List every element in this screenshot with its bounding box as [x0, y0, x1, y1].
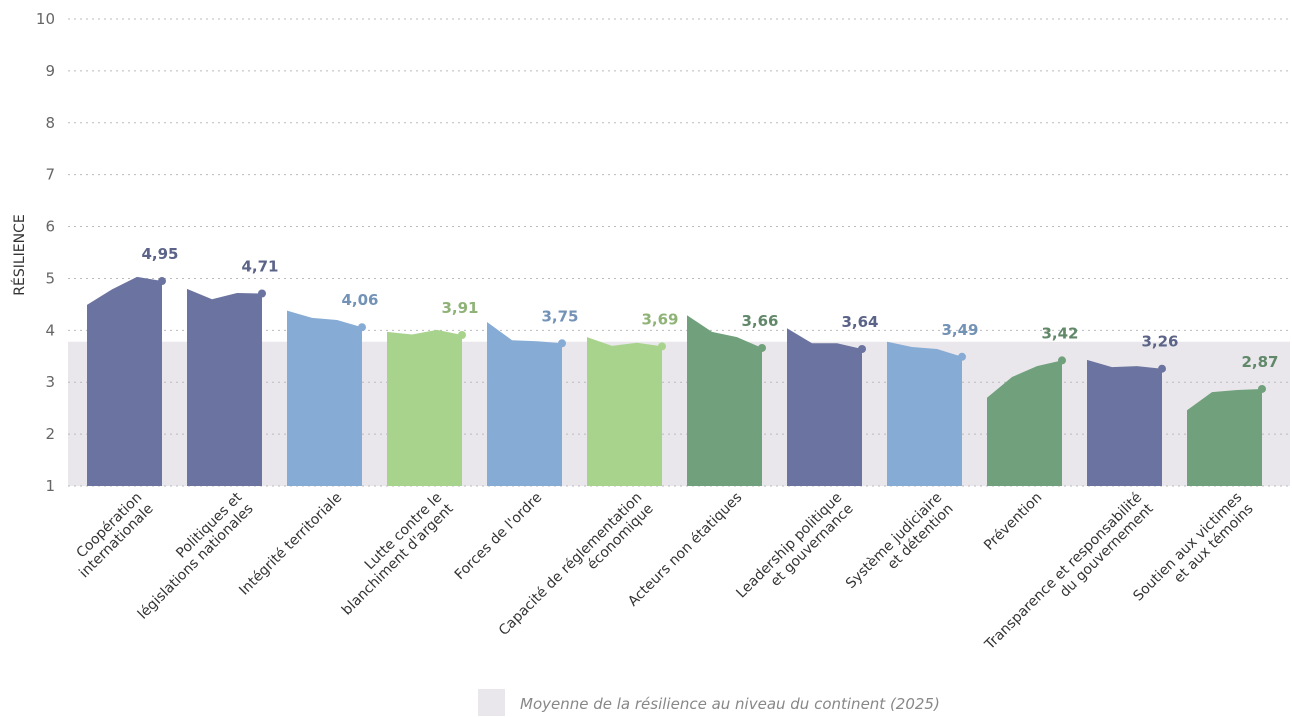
- area: [287, 310, 362, 486]
- end-dot: [1258, 384, 1266, 393]
- y-tick-label: 2: [45, 425, 55, 443]
- end-dot: [758, 343, 766, 352]
- area: [1087, 359, 1162, 486]
- area: [787, 328, 862, 486]
- x-tick-label-line: Intégrité territoriale: [236, 490, 345, 599]
- x-tick-label: Système judiciaireet détention: [843, 490, 957, 604]
- value-label: 3,64: [841, 313, 878, 331]
- x-tick-label-line: Forces de l'ordre: [452, 490, 546, 584]
- end-dot: [158, 277, 166, 286]
- area: [687, 315, 762, 486]
- value-label: 4,06: [341, 291, 378, 309]
- y-tick-label: 4: [45, 321, 55, 339]
- y-tick-label: 10: [36, 10, 55, 28]
- value-label: 3,69: [641, 310, 678, 328]
- average-band: [68, 341, 1290, 486]
- end-dot: [1058, 356, 1066, 365]
- x-tick-label: Intégrité territoriale: [236, 490, 345, 599]
- area: [587, 337, 662, 486]
- area: [487, 322, 562, 486]
- area: [387, 329, 462, 486]
- area: [187, 288, 262, 486]
- end-dot: [258, 289, 266, 298]
- value-label: 3,91: [441, 299, 478, 317]
- x-tick-label: Leadership politiqueet gouvernance: [733, 490, 856, 613]
- x-tick-label-line: Transparence et responsabilité: [981, 490, 1145, 654]
- value-label: 4,71: [241, 257, 278, 275]
- y-axis-label: RÉSILIENCE: [11, 214, 28, 295]
- x-tick-label-line: législations nationales: [135, 501, 257, 623]
- area: [987, 360, 1062, 486]
- legend-swatch: [478, 689, 505, 716]
- x-tick-label: Forces de l'ordre: [452, 490, 546, 584]
- end-dot: [858, 345, 866, 354]
- y-tick-label: 8: [45, 114, 55, 132]
- y-tick-label: 9: [45, 62, 55, 80]
- value-label: 3,26: [1141, 333, 1178, 351]
- x-tick-label-line: blanchiment d'argent: [339, 500, 457, 618]
- area: [1187, 388, 1262, 486]
- end-dot: [358, 323, 366, 332]
- x-tick-label: Coopérationinternationale: [65, 490, 157, 582]
- y-tick-label: 7: [45, 166, 55, 184]
- value-label: 4,95: [141, 245, 178, 263]
- end-dot: [558, 339, 566, 348]
- area: [87, 276, 162, 486]
- value-label: 2,87: [1241, 353, 1278, 371]
- x-tick-label: Lutte contre leblanchiment d'argent: [328, 489, 457, 618]
- end-dot: [458, 331, 466, 340]
- end-dot: [1158, 364, 1166, 373]
- x-tick-label: Prévention: [981, 490, 1045, 554]
- x-tick-label-line: Prévention: [981, 490, 1045, 554]
- y-tick-label: 1: [45, 477, 55, 495]
- y-tick-label: 3: [45, 373, 55, 391]
- x-tick-label-line: Leadership politique: [733, 490, 845, 602]
- y-tick-label: 5: [45, 269, 55, 287]
- value-label: 3,66: [741, 312, 778, 330]
- value-label: 3,75: [541, 307, 578, 325]
- y-tick-label: 6: [45, 218, 55, 236]
- value-label: 3,49: [941, 321, 978, 339]
- end-dot: [958, 352, 966, 361]
- legend-label: Moyenne de la résilience au niveau du co…: [520, 695, 940, 713]
- end-dot: [658, 342, 666, 351]
- value-label: 3,42: [1041, 324, 1078, 342]
- area: [887, 341, 962, 486]
- x-tick-label-line: Système judiciaire: [843, 490, 945, 592]
